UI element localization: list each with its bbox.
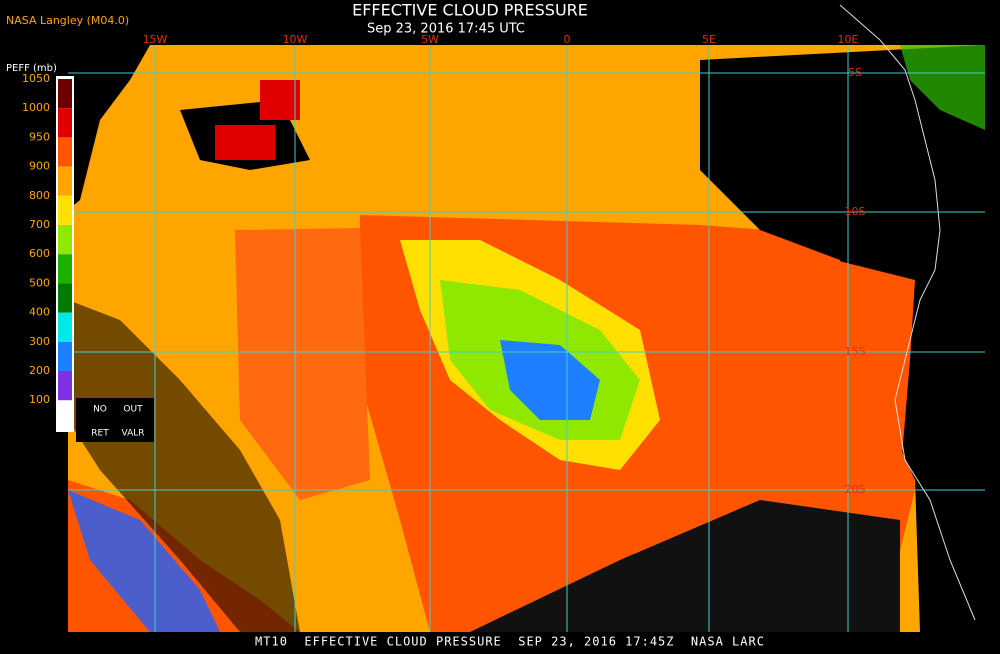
colorbar-label: 100 [29,393,50,406]
colorbar-swatch [58,225,72,255]
clear-area [68,300,300,632]
cloud-layer [235,228,370,500]
flag-label: NO [93,405,107,415]
latitude-label: 20S [845,483,866,496]
latitude-label: 5S [848,66,862,79]
cloud-layer [260,80,300,120]
colorbar-swatch [58,195,72,225]
graticule: 15W 10W 5W 0 5E 10E 5S 10S 15S 20S [68,33,985,632]
footer-bar [0,632,1000,650]
colorbar-swatch [58,254,72,284]
source-label: NASA Langley (M04.0) [6,14,129,27]
colorbar-label: 800 [29,189,50,202]
colorbar-swatch [58,283,72,313]
coastline [839,4,976,621]
colorbar-label: 400 [29,306,50,319]
colorbar-title: PEFF (mb) [6,63,57,74]
flag-label: OUT [123,405,143,415]
colorbar-swatch [58,312,72,342]
cloud-layer [215,125,275,160]
colorbar-swatch [58,108,72,138]
flag-box [76,398,154,442]
colorbar-label: 700 [29,218,50,231]
colorbar-label: 300 [29,335,50,348]
colorbar-swatch [58,79,72,109]
subtitle: Sep 23, 2016 17:45 UTC [367,22,525,37]
longitude-label: 5W [421,33,439,46]
colorbar-swatch [58,371,72,401]
cloud-layer [68,490,220,632]
longitude-label: 10E [838,33,859,46]
cloud-layer [835,260,915,520]
clear-area [68,45,150,210]
longitude-label: 5E [702,33,716,46]
clear-area [700,45,985,632]
latitude-label: 15S [845,345,866,358]
longitude-label: 0 [564,33,571,46]
colorbar-label: 1000 [22,101,50,114]
footer: MT10 EFFECTIVE CLOUD PRESSURE SEP 23, 20… [255,635,765,649]
colorbar-swatch [58,166,72,196]
colorbar-label: 900 [29,160,50,173]
colorbar-label: 200 [29,364,50,377]
imagery [68,4,985,632]
colorbar-label: 950 [29,130,50,143]
latitude-label: 10S [845,205,866,218]
clear-area [470,500,900,632]
colorbar-label: 500 [29,276,50,289]
colorbar-swatch [58,341,72,371]
colorbar: 1050 1000 950 900 800 700 600 500 400 300 200 100 NO… [22,72,154,442]
colorbar-swatch [58,137,72,167]
colorbar-label: 600 [29,247,50,260]
cloud-layer [900,45,985,130]
title: EFFECTIVE CLOUD PRESSURE [352,1,588,20]
flag-label: RET [91,429,109,439]
flag-label: VALR [121,429,144,439]
longitude-label: 15W [143,33,168,46]
colorbar-label: 1050 [22,72,50,85]
longitude-label: 10W [283,33,308,46]
cloud-layer [500,340,600,420]
